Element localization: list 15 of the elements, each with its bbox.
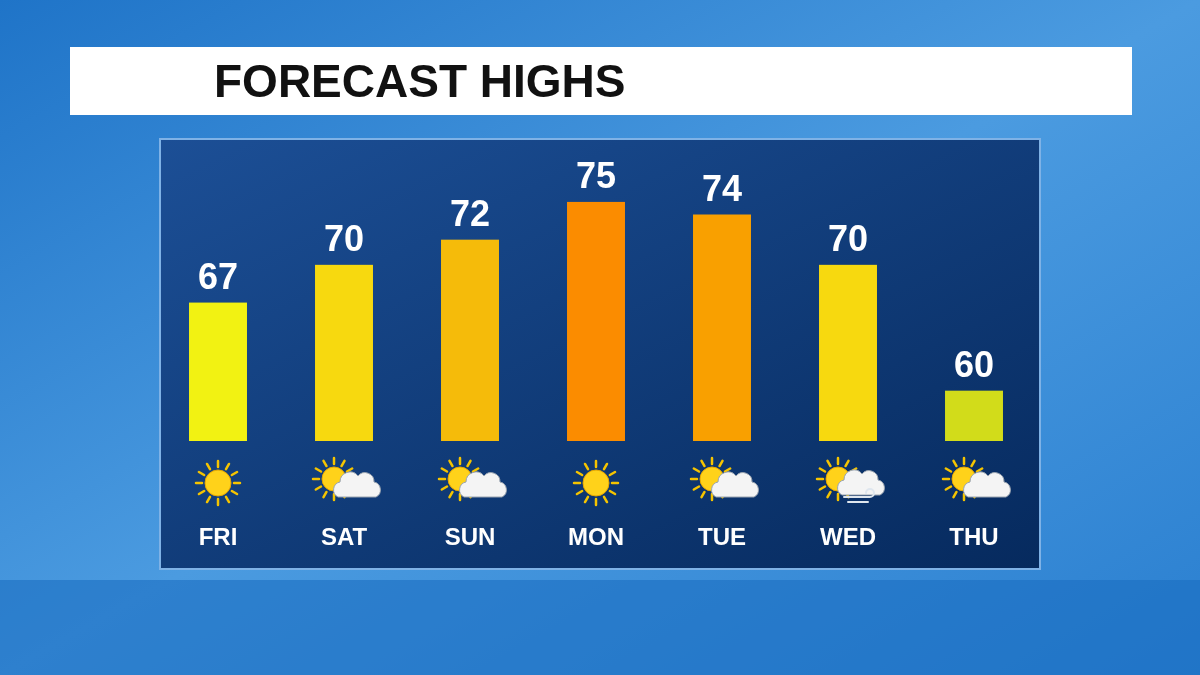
x-tick-label: MON (568, 523, 624, 550)
data-label: 60 (953, 343, 995, 385)
x-tick-label: SAT (320, 523, 368, 550)
data-label: 70 (827, 217, 869, 259)
x-tick-label: FRI (198, 523, 238, 550)
x-tick-label: TUE (698, 523, 746, 550)
x-tick-label: SUN (444, 523, 496, 550)
data-label: 74 (701, 167, 743, 209)
data-label: 67 (197, 255, 239, 297)
x-tick-label: WED (820, 523, 876, 550)
data-label: 75 (575, 154, 617, 196)
chart-title: FORECAST HIGHS (214, 55, 626, 107)
x-tick-label: THU (949, 523, 999, 550)
data-label: 70 (323, 217, 365, 259)
data-label: 72 (449, 192, 491, 234)
